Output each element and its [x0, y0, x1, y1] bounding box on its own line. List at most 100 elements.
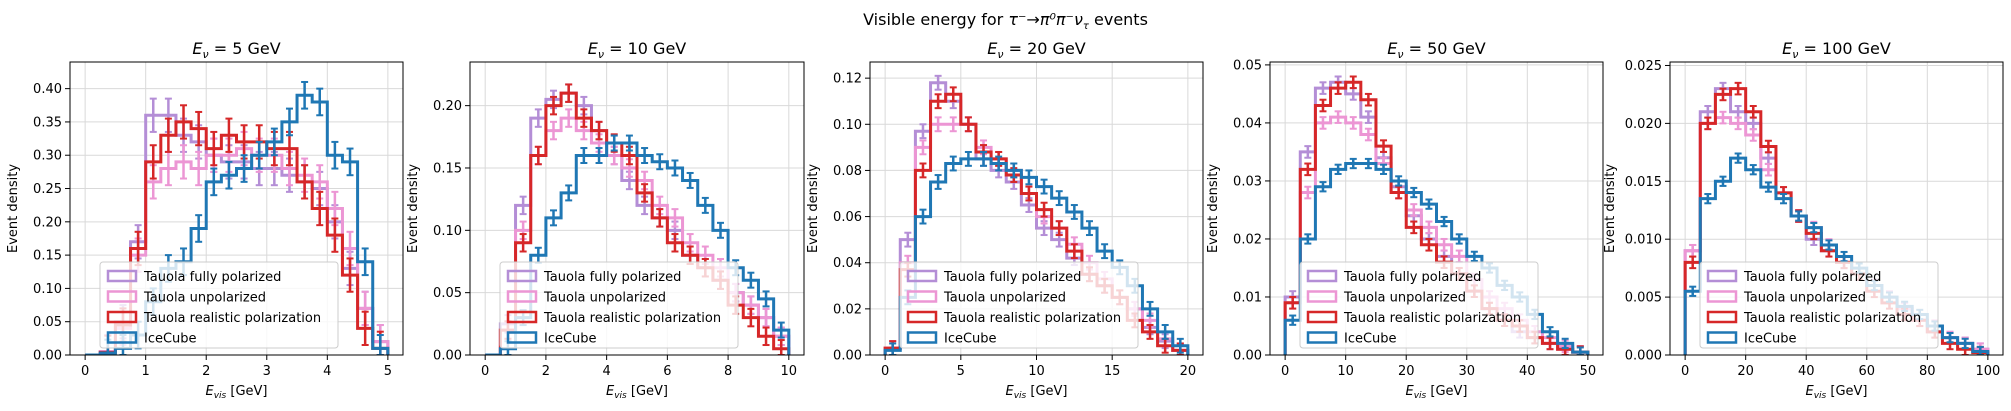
- legend-swatch: [106, 310, 138, 324]
- x-axis-label: Evis [GeV]: [206, 384, 268, 401]
- y-tick-label: 0.04: [833, 256, 862, 271]
- legend-label: Tauola realistic polarization: [1343, 311, 1521, 326]
- y-axis-label: Event density: [406, 164, 421, 253]
- legend-box: [1699, 261, 1939, 349]
- y-tick-label: 0.05: [33, 315, 62, 330]
- y-tick-label: 0.08: [833, 164, 862, 179]
- legend-label: Tauola unpolarized: [143, 291, 266, 306]
- chart-title: Eν = 5 GeV: [192, 39, 280, 61]
- y-tick-label: 0.40: [33, 82, 62, 97]
- legend-label: Tauola realistic polarization: [943, 311, 1121, 326]
- title-math: τ⁻→π⁰π⁻ν: [1008, 10, 1083, 29]
- legend-swatch: [906, 269, 938, 283]
- x-axis-label: Evis [GeV]: [1006, 384, 1068, 401]
- y-tick-label: 0.05: [433, 286, 462, 301]
- y-tick-label: 0.01: [1233, 290, 1262, 305]
- x-tick-label: 1: [142, 364, 150, 379]
- legend-label: Tauola fully polarized: [543, 270, 681, 285]
- y-tick-label: 0.00: [833, 349, 862, 364]
- x-tick-label: 20: [1398, 364, 1415, 379]
- y-tick-label: 0.015: [1625, 175, 1662, 190]
- plot-area: [1283, 75, 1590, 355]
- legend-swatch: [1706, 310, 1738, 324]
- chart-panel-3: 0 5 10 15 20 0.00 0.02 0.04 0.06 0.08 0.10 0.12 Eν =…: [806, 39, 1204, 401]
- legend-label: IceCube: [1744, 332, 1797, 347]
- figure-title: Visible energy for τ⁻→π⁰π⁻ντ events: [0, 10, 2011, 32]
- series-step-line: [1683, 156, 1990, 355]
- chart-panel-1: 0 1 2 3 4 5 0.00 0.05 0.10 0.15 0.20 0.25 0.30 0.35 0.…: [6, 39, 404, 401]
- chart-title: Eν = 100 GeV: [1782, 39, 1891, 61]
- axes-frame: [69, 61, 404, 356]
- x-tick-label: 8: [724, 364, 732, 379]
- chart-title: Eν = 10 GeV: [588, 39, 687, 61]
- y-tick-label: 0.10: [33, 282, 62, 297]
- legend-swatch: [506, 290, 538, 303]
- y-tick-label: 0.03: [1233, 174, 1262, 189]
- y-tick-label: 0.10: [833, 118, 862, 133]
- legend-box: [499, 261, 739, 349]
- x-tick-label: 10: [1028, 364, 1045, 379]
- legend-label: Tauola realistic polarization: [143, 311, 321, 326]
- y-tick-label: 0.025: [1625, 59, 1662, 74]
- y-tick-label: 0.25: [33, 182, 62, 197]
- x-tick-label: 40: [1519, 364, 1536, 379]
- legend-label: Tauola fully polarized: [1343, 270, 1481, 285]
- legend-label: IceCube: [1344, 332, 1397, 347]
- y-axis-label: Event density: [6, 164, 21, 253]
- x-tick-label: 0: [881, 364, 889, 379]
- x-tick-label: 15: [1104, 364, 1121, 379]
- legend-box: [899, 261, 1139, 349]
- x-tick-label: 0: [81, 364, 89, 379]
- legend-swatch: [1706, 331, 1738, 344]
- legend-label: Tauola unpolarized: [1743, 291, 1866, 306]
- axes-frame: [1669, 61, 2004, 356]
- x-tick-label: 4: [323, 364, 331, 379]
- legend-swatch: [906, 310, 938, 324]
- series-step-line: [883, 157, 1190, 355]
- y-tick-label: 0.06: [833, 210, 862, 225]
- y-tick-label: 0.00: [433, 349, 462, 364]
- legend-swatch: [906, 331, 938, 344]
- y-tick-label: 0.35: [33, 115, 62, 130]
- title-prefix: Visible energy for: [863, 10, 1009, 29]
- legend-label: Tauola unpolarized: [943, 291, 1066, 306]
- y-tick-label: 0.020: [1625, 117, 1662, 132]
- series-step-line: [1283, 80, 1590, 355]
- legend-swatch: [1706, 290, 1738, 303]
- x-tick-label: 20: [1737, 364, 1754, 379]
- legend-label: Tauola realistic polarization: [543, 311, 721, 326]
- chart-panel-4: 0 10 20 30 40 50 0.00 0.01 0.02 0.03 0.04 0.05 Eν = …: [1206, 39, 1604, 401]
- x-tick-label: 2: [542, 364, 550, 379]
- y-tick-label: 0.00: [1233, 349, 1262, 364]
- y-tick-label: 0.02: [833, 302, 862, 317]
- axes-frame: [1269, 61, 1604, 356]
- y-tick-label: 0.005: [1625, 291, 1662, 306]
- legend-box: [1299, 261, 1539, 349]
- x-tick-label: 20: [1180, 364, 1197, 379]
- x-tick-label: 0: [481, 364, 489, 379]
- x-tick-label: 6: [663, 364, 671, 379]
- axes-frame: [469, 61, 805, 356]
- y-axis-label: Event density: [1603, 164, 1618, 253]
- legend-swatch: [1706, 269, 1738, 283]
- chart-panel-2: 0 2 4 6 8 10 0.00 0.05 0.10 0.15 0.20 Eν = 10 GeV Ev…: [406, 39, 805, 401]
- legend-label: IceCube: [544, 332, 597, 347]
- legend-label: Tauola unpolarized: [543, 291, 666, 306]
- legend-swatch: [1306, 310, 1338, 324]
- series-step-line: [485, 91, 791, 355]
- y-axis-label: Event density: [806, 164, 821, 253]
- legend-swatch: [506, 331, 538, 344]
- y-tick-label: 0.30: [33, 149, 62, 164]
- legend-box: [99, 261, 339, 349]
- x-tick-label: 30: [1458, 364, 1475, 379]
- legend-swatch: [506, 269, 538, 283]
- x-tick-label: 0: [1681, 364, 1689, 379]
- x-tick-label: 10: [781, 364, 798, 379]
- series-step-line: [883, 92, 1190, 355]
- plot-area: [485, 83, 791, 355]
- series-step-line: [485, 141, 791, 355]
- series-step-line: [85, 120, 390, 355]
- x-tick-label: 0: [1281, 364, 1289, 379]
- y-tick-label: 0.04: [1233, 116, 1262, 131]
